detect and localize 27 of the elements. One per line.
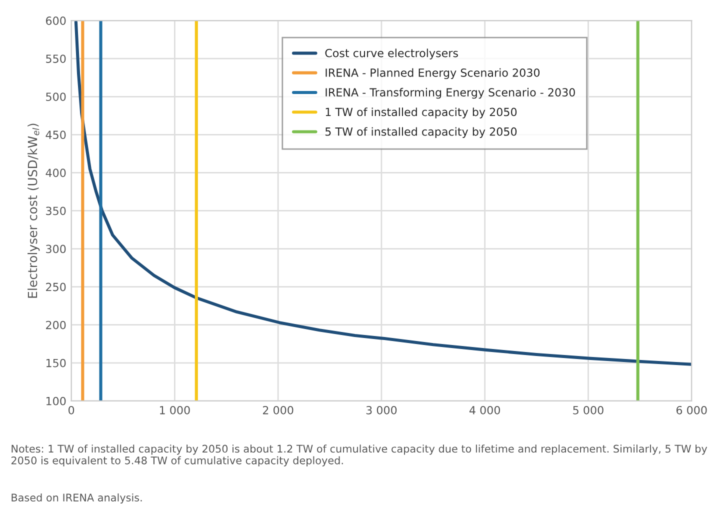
legend-label: Cost curve electrolysers	[325, 48, 458, 60]
legend-label: 1 TW of installed capacity by 2050	[326, 108, 517, 118]
x-tick-label: 2 000	[262, 406, 294, 414]
y-tick-label: 300	[46, 244, 66, 254]
y-tick-label: 150	[46, 358, 66, 368]
legend-label: IRENA - Transforming Energy Scenario - 2030	[326, 88, 575, 99]
y-tick-label: 600	[46, 16, 66, 25]
legend-label: IRENA - Planned Energy Scenario 2030	[326, 68, 540, 80]
text: Based on IRENA analysis.	[12, 493, 142, 504]
y-tick-label: 450	[46, 130, 66, 140]
y-tick-label: 400	[46, 168, 66, 178]
y-tick-label: 200	[46, 320, 66, 330]
text: Notes: 1 TW of installed capacity by 2050 is about 1.2 TW of cumulative capacity due to lifetime and replacement. Similarly, 5 TW by 2050 is equivalent to 5.48 TW of cumulative capacity deployed.	[11, 444, 708, 466]
legend-label: 5 TW of installed capacity by 2050	[325, 127, 517, 138]
x-tick-label: 1 000	[160, 406, 190, 414]
line-series	[74, 20, 692, 366]
x-tick-label: 4 000	[469, 406, 500, 414]
y-tick-label: 550	[46, 54, 66, 63]
y-axis-title: Electrolyser cost (USD/kW$_{el}$)	[28, 124, 40, 298]
x-tick-label: 0	[68, 406, 74, 414]
x-tick-label: 5 000	[573, 406, 604, 414]
y-tick-label: 250	[46, 282, 66, 292]
x-tick-label: 3 000	[366, 406, 397, 414]
y-tick-label: 100	[46, 396, 66, 406]
y-tick-label: 500	[46, 92, 66, 102]
x-tick-label: 6 000	[676, 406, 707, 414]
y-tick-label: 350	[46, 206, 66, 216]
